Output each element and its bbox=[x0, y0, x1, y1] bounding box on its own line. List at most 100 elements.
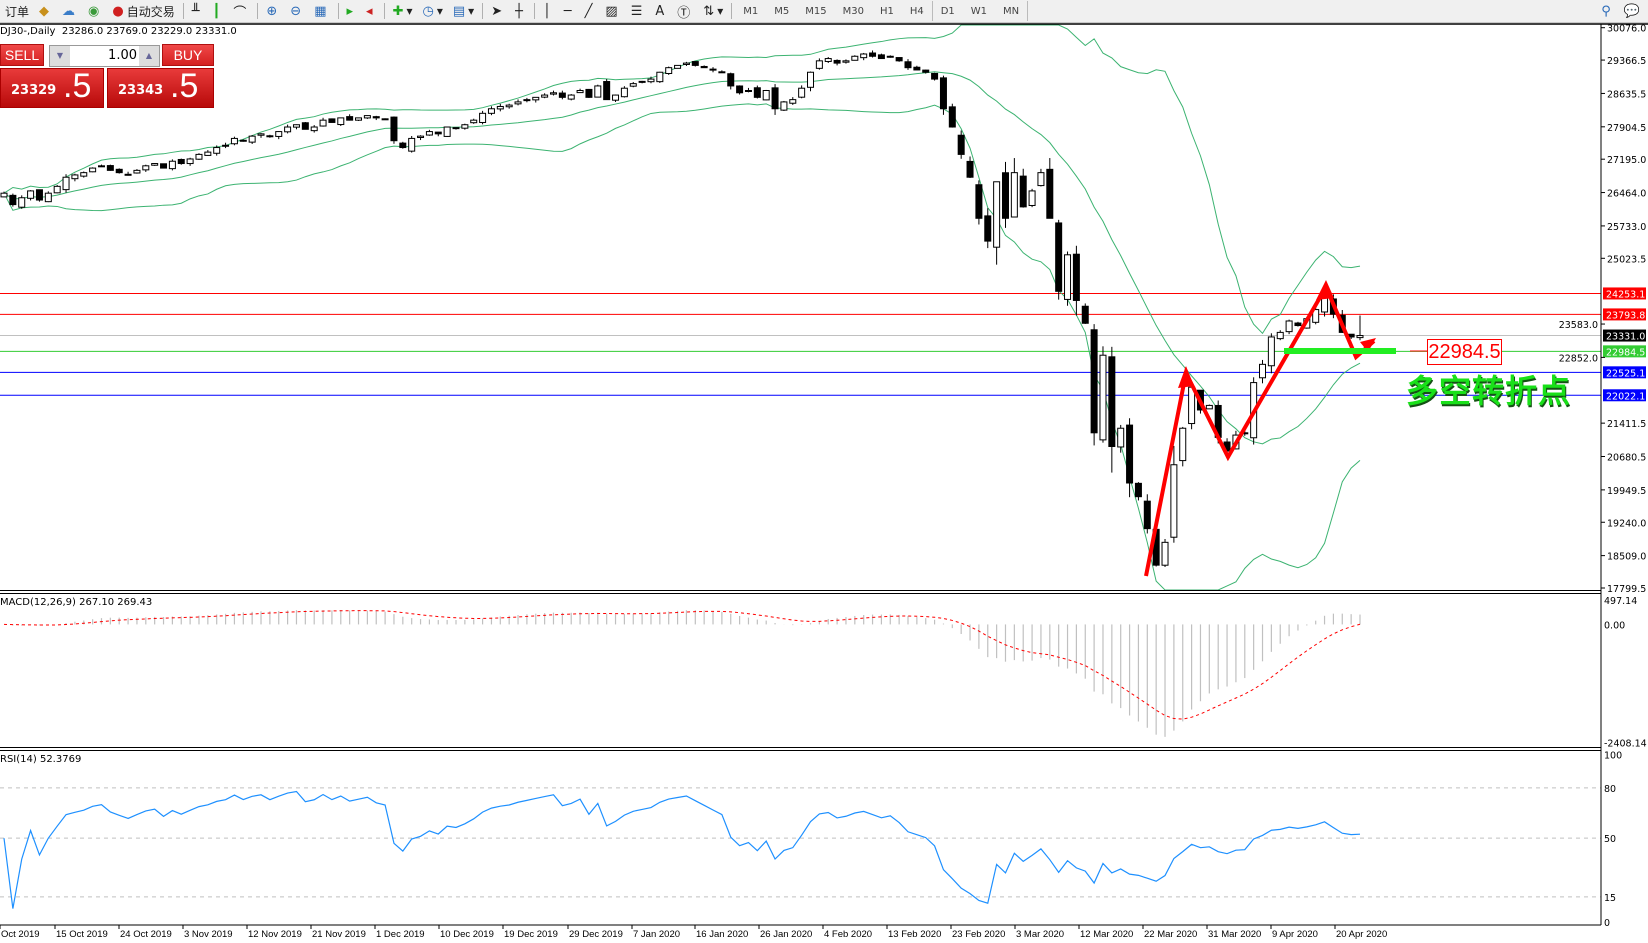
vertical-line-button[interactable]: │ bbox=[538, 1, 559, 21]
navigator-button[interactable]: ◆ bbox=[34, 1, 57, 21]
zoom-out-button[interactable]: ⊖ bbox=[285, 1, 309, 21]
candle bbox=[514, 99, 522, 106]
macd-signal-line bbox=[3, 610, 1361, 720]
timeframe-h4[interactable]: H4 bbox=[909, 5, 924, 17]
candle bbox=[727, 72, 735, 90]
candle bbox=[931, 72, 939, 81]
chart-shift-button[interactable]: ◂ bbox=[361, 1, 381, 21]
candle bbox=[815, 58, 823, 70]
channel-button[interactable]: ▨ bbox=[600, 1, 625, 21]
candle bbox=[807, 71, 815, 92]
timeframe-mn[interactable]: MN bbox=[995, 1, 1029, 21]
indicators-button[interactable]: ✚ ▾ bbox=[392, 3, 413, 19]
zoom-in-button[interactable]: ⊕ bbox=[261, 1, 285, 21]
candle bbox=[292, 124, 300, 130]
crosshair-button[interactable]: ┼ bbox=[510, 1, 531, 21]
autotrading-icon: ● bbox=[112, 3, 124, 19]
candle-body bbox=[106, 165, 114, 171]
separator bbox=[182, 3, 184, 19]
new-order-button[interactable]: 订单 bbox=[0, 1, 34, 21]
terminal-button[interactable]: ☁ bbox=[57, 1, 83, 21]
templates-button[interactable]: ▤ ▾ bbox=[452, 3, 475, 19]
timeframe-h1[interactable]: H1 bbox=[879, 5, 894, 17]
candle-body bbox=[1134, 482, 1142, 498]
candle-body bbox=[470, 119, 478, 124]
candle bbox=[443, 126, 451, 137]
text-button[interactable]: A bbox=[650, 1, 672, 21]
rsi-line bbox=[3, 790, 1361, 909]
lot-size-input[interactable]: 1.00 bbox=[108, 48, 137, 63]
macd-axis-label: 497.14 bbox=[1604, 596, 1637, 607]
candle-body bbox=[647, 78, 655, 83]
search-button[interactable]: ⚲ bbox=[1596, 1, 1619, 21]
candle bbox=[744, 87, 752, 93]
trendline-button[interactable]: ╱ bbox=[580, 1, 601, 21]
text-label-button[interactable]: Ⓣ bbox=[672, 1, 698, 21]
candle bbox=[239, 139, 247, 142]
cursor-button[interactable]: ➤ bbox=[486, 1, 510, 21]
vertical-line-icon: │ bbox=[542, 3, 551, 19]
candle bbox=[1001, 161, 1009, 228]
timeframe-m15[interactable]: M15 bbox=[805, 5, 827, 17]
periods-button[interactable]: ◷ ▾ bbox=[422, 3, 443, 19]
timeframe-w1[interactable]: W1 bbox=[970, 5, 988, 17]
timeframe-m30[interactable]: M30 bbox=[842, 5, 864, 17]
lot-increase-button[interactable]: ▲ bbox=[139, 46, 159, 66]
autotrading-label: 自动交易 bbox=[126, 4, 175, 19]
candle-body bbox=[1170, 464, 1178, 538]
candle bbox=[1126, 418, 1134, 498]
candlestick-icon: ┃ bbox=[212, 3, 221, 19]
candle bbox=[434, 131, 442, 137]
horizontal-line-button[interactable]: ─ bbox=[559, 1, 580, 21]
level-price-tag bbox=[1603, 287, 1646, 300]
lot-decrease-button[interactable]: ▼ bbox=[50, 46, 70, 66]
sell-button[interactable]: SELL bbox=[0, 44, 44, 66]
candle-body bbox=[957, 134, 965, 155]
price-axis-label: 25733.0 bbox=[1607, 222, 1646, 233]
autotrading-button[interactable]: ● 自动交易 bbox=[107, 1, 179, 21]
candle bbox=[204, 150, 212, 156]
candle bbox=[1099, 346, 1107, 443]
candle-body bbox=[363, 115, 371, 119]
timeframe-m1[interactable]: M1 bbox=[743, 5, 759, 17]
date-axis-label: 31 Mar 2020 bbox=[1208, 929, 1261, 940]
level-price-tag bbox=[1603, 345, 1646, 358]
timeframe-m5[interactable]: M5 bbox=[774, 5, 790, 17]
candle bbox=[762, 89, 770, 101]
candle-body bbox=[549, 92, 557, 95]
candle bbox=[399, 141, 407, 149]
candle bbox=[27, 190, 35, 201]
fibonacci-button[interactable]: ☰ bbox=[626, 1, 651, 21]
candle-body bbox=[301, 122, 309, 130]
candlestick-button[interactable]: ┃ bbox=[208, 1, 229, 21]
timeframe-d1[interactable]: D1 bbox=[931, 1, 963, 21]
line-chart-button[interactable]: ⌒ bbox=[228, 1, 254, 21]
tile-windows-button[interactable]: ▦ bbox=[309, 1, 334, 21]
buy-price[interactable]: 23343 .5 bbox=[107, 68, 214, 108]
chat-button[interactable]: 💬 bbox=[1619, 1, 1648, 21]
candle-body bbox=[408, 137, 416, 152]
candle bbox=[266, 134, 274, 138]
candle bbox=[957, 130, 965, 159]
autoscroll-button[interactable]: ▸ bbox=[342, 1, 362, 21]
arrows-button[interactable]: ⇅ ▾ bbox=[703, 3, 724, 19]
candle bbox=[1028, 188, 1036, 208]
candle-body bbox=[656, 71, 664, 83]
lot-size-stepper[interactable]: ▼ 1.00 ▲ bbox=[49, 45, 160, 67]
sell-price[interactable]: 23329 .5 bbox=[0, 68, 104, 108]
candle-body bbox=[97, 165, 105, 168]
candle bbox=[1179, 426, 1187, 467]
candle-body bbox=[886, 55, 894, 58]
date-axis-label: 10 Dec 2019 bbox=[440, 929, 494, 940]
candle bbox=[1108, 346, 1116, 473]
candle-body bbox=[620, 87, 628, 98]
bar-chart-button[interactable]: ╨ bbox=[187, 1, 208, 21]
candle bbox=[718, 70, 726, 74]
separator bbox=[337, 3, 339, 19]
candle-body bbox=[496, 105, 504, 110]
price-axis-label: 17799.5 bbox=[1607, 584, 1646, 595]
zoom-in-icon: ⊕ bbox=[266, 3, 278, 19]
signals-button[interactable]: ◉ bbox=[83, 1, 107, 21]
buy-button[interactable]: BUY bbox=[162, 44, 214, 66]
